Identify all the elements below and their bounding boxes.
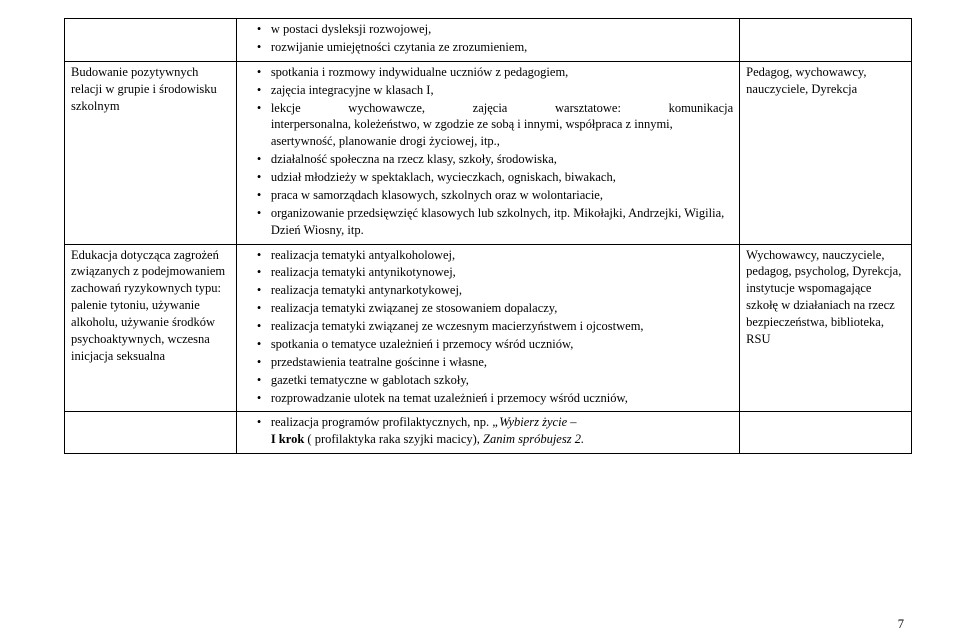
bullet-list: realizacja tematyki antyalkoholowej, rea…	[243, 247, 733, 407]
item-text: w postaci dysleksji rozwojowej,	[271, 22, 431, 36]
item-text: realizacja tematyki antyalkoholowej,	[271, 248, 455, 262]
item-text: udział młodzieży w spektaklach, wycieczk…	[271, 170, 616, 184]
item-first-line: lekcje wychowawcze, zajęcia warsztatowe:…	[271, 100, 733, 117]
list-item: lekcje wychowawcze, zajęcia warsztatowe:…	[257, 100, 733, 151]
table-row: Budowanie pozytywnych relacji w grupie i…	[65, 61, 912, 244]
item-emphasis: „Wybierz życie –	[492, 415, 576, 429]
list-item: działalność społeczna na rzecz klasy, sz…	[257, 151, 733, 168]
topic-text: Edukacja dotycząca zagrożeń związanych z…	[71, 248, 225, 363]
cell-activities: w postaci dysleksji rozwojowej, rozwijan…	[236, 19, 739, 62]
list-item: realizacja programów profilaktycznych, n…	[257, 414, 733, 448]
cell-responsible: Pedagog, wychowawcy, nauczyciele, Dyrekc…	[740, 61, 912, 244]
cell-responsible	[740, 412, 912, 454]
item-text: przedstawienia teatralne gościnne i włas…	[271, 355, 487, 369]
responsible-text: Pedagog, wychowawcy, nauczyciele, Dyrekc…	[746, 65, 866, 96]
list-item: spotkania i rozmowy indywidualne uczniów…	[257, 64, 733, 81]
item-text: praca w samorządach klasowych, szkolnych…	[271, 188, 603, 202]
list-item: w postaci dysleksji rozwojowej,	[257, 21, 733, 38]
program-table: w postaci dysleksji rozwojowej, rozwijan…	[64, 18, 912, 454]
cell-topic: Budowanie pozytywnych relacji w grupie i…	[65, 61, 237, 244]
list-item: realizacja tematyki antynarkotykowej,	[257, 282, 733, 299]
bullet-list: w postaci dysleksji rozwojowej, rozwijan…	[243, 21, 733, 56]
item-prefix: realizacja programów profilaktycznych, n…	[271, 415, 492, 429]
item-text: realizacja tematyki związanej ze wczesny…	[271, 319, 644, 333]
item-text: spotkania o tematyce uzależnień i przemo…	[271, 337, 574, 351]
item-rest: interpersonalna, koleżeństwo, w zgodzie …	[271, 116, 733, 150]
table-row: realizacja programów profilaktycznych, n…	[65, 412, 912, 454]
item-text: spotkania i rozmowy indywidualne uczniów…	[271, 65, 569, 79]
list-item: przedstawienia teatralne gościnne i włas…	[257, 354, 733, 371]
item-text: organizowanie przedsięwzięć klasowych lu…	[271, 206, 724, 237]
cell-topic	[65, 412, 237, 454]
item-text: działalność społeczna na rzecz klasy, sz…	[271, 152, 557, 166]
table-row: w postaci dysleksji rozwojowej, rozwijan…	[65, 19, 912, 62]
bullet-list: realizacja programów profilaktycznych, n…	[243, 414, 733, 448]
item-text: gazetki tematyczne w gablotach szkoły,	[271, 373, 469, 387]
cell-activities: realizacja programów profilaktycznych, n…	[236, 412, 739, 454]
list-item: gazetki tematyczne w gablotach szkoły,	[257, 372, 733, 389]
topic-text: Budowanie pozytywnych relacji w grupie i…	[71, 65, 217, 113]
list-item: realizacja tematyki związanej ze wczesny…	[257, 318, 733, 335]
list-item: spotkania o tematyce uzależnień i przemo…	[257, 336, 733, 353]
document-page: w postaci dysleksji rozwojowej, rozwijan…	[0, 0, 960, 454]
list-item: realizacja tematyki antyalkoholowej,	[257, 247, 733, 264]
item-text: realizacja tematyki antynarkotykowej,	[271, 283, 462, 297]
item-text: zajęcia integracyjne w klasach I,	[271, 83, 434, 97]
list-item: organizowanie przedsięwzięć klasowych lu…	[257, 205, 733, 239]
table-row: Edukacja dotycząca zagrożeń związanych z…	[65, 244, 912, 412]
item-text: rozprowadzanie ulotek na temat uzależnie…	[271, 391, 628, 405]
list-item: realizacja tematyki związanej ze stosowa…	[257, 300, 733, 317]
responsible-text: Wychowawcy, nauczyciele, pedagog, psycho…	[746, 248, 901, 346]
item-text: realizacja tematyki antynikotynowej,	[271, 265, 456, 279]
bullet-list: spotkania i rozmowy indywidualne uczniów…	[243, 64, 733, 239]
list-item: praca w samorządach klasowych, szkolnych…	[257, 187, 733, 204]
list-item: rozprowadzanie ulotek na temat uzależnie…	[257, 390, 733, 407]
cell-responsible: Wychowawcy, nauczyciele, pedagog, psycho…	[740, 244, 912, 412]
page-number: 7	[898, 617, 904, 632]
cell-topic	[65, 19, 237, 62]
item-line2: I krok ( profilaktyka raka szyjki macicy…	[271, 431, 733, 448]
list-item: udział młodzieży w spektaklach, wycieczk…	[257, 169, 733, 186]
cell-responsible	[740, 19, 912, 62]
cell-activities: spotkania i rozmowy indywidualne uczniów…	[236, 61, 739, 244]
item-bold: I krok	[271, 432, 304, 446]
list-item: realizacja tematyki antynikotynowej,	[257, 264, 733, 281]
item-text: realizacja tematyki związanej ze stosowa…	[271, 301, 558, 315]
list-item: zajęcia integracyjne w klasach I,	[257, 82, 733, 99]
item-mid: ( profilaktyka raka szyjki macicy),	[304, 432, 483, 446]
list-item: rozwijanie umiejętności czytania ze zroz…	[257, 39, 733, 56]
cell-activities: realizacja tematyki antyalkoholowej, rea…	[236, 244, 739, 412]
item-text: rozwijanie umiejętności czytania ze zroz…	[271, 40, 527, 54]
item-emphasis: Zanim spróbujesz 2.	[483, 432, 584, 446]
cell-topic: Edukacja dotycząca zagrożeń związanych z…	[65, 244, 237, 412]
